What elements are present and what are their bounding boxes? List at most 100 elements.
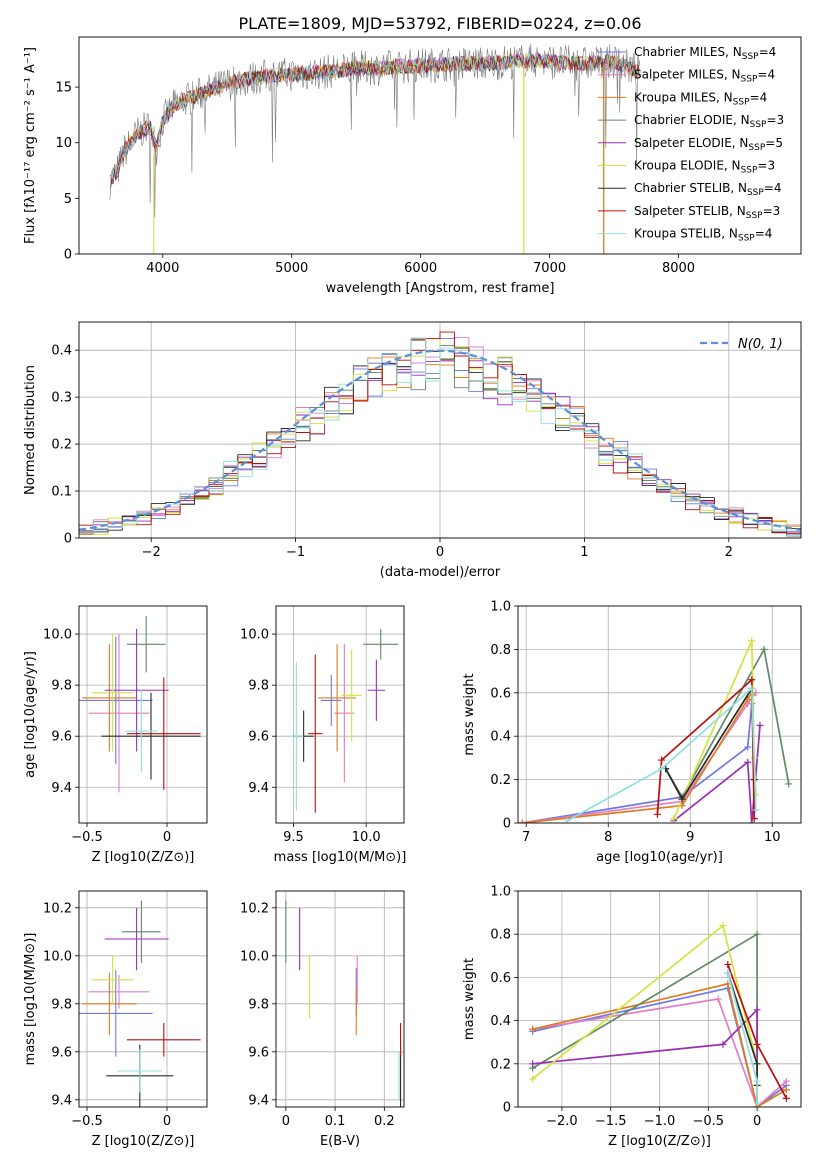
axes-frame	[78, 321, 802, 539]
x-tick-label: −2.0	[546, 1114, 578, 1129]
model-spectrum-line	[110, 51, 640, 185]
age-vs-metallicity-panel: −0.5 0 9.4 9.6 9.8 10.0 Z [log10(Z/Z⊙)] age [lo…	[23, 605, 208, 865]
x-tick-label: 7000	[533, 261, 566, 276]
legend-entry: Kroupa ELODIE, NSSP=3	[634, 159, 775, 176]
legend-entry: Salpeter ELODIE, NSSP=5	[634, 136, 783, 153]
x-tick-label: 5000	[275, 261, 308, 276]
x-tick-label: 8	[604, 830, 612, 845]
weight-series-line	[522, 692, 753, 823]
weight-point-marker	[748, 684, 756, 692]
weight-point-marker	[744, 758, 752, 766]
x-axis-label: mass [log10(M/M⊙)]	[274, 850, 407, 865]
y-tick-label: 9.4	[248, 1093, 269, 1108]
axes-frame	[78, 890, 208, 1108]
y-axis-label: Normed distribution	[23, 365, 38, 495]
plot-area	[79, 606, 207, 823]
legend-entry: Kroupa MILES, NSSP=4	[634, 90, 767, 107]
y-tick-label: 9.6	[51, 730, 72, 745]
weight-point-marker	[678, 795, 686, 803]
weight-series-line	[521, 703, 753, 823]
x-axis-label: (data-model)/error	[380, 565, 501, 580]
y-tick-label: 9.6	[248, 730, 269, 745]
y-tick-label: 0.1	[51, 485, 72, 500]
axes-frame	[78, 36, 802, 255]
y-tick-label: 10.2	[240, 901, 269, 916]
y-tick-label: 0.2	[490, 1057, 511, 1072]
y-tick-label: 9.8	[51, 679, 72, 694]
y-axis-label: age [log10(age/yr)]	[23, 651, 38, 778]
x-tick-label: 0	[282, 1114, 290, 1129]
y-tick-label: 0.4	[51, 344, 72, 359]
legend-entry: N(0, 1)	[738, 337, 783, 352]
weight-point-marker	[653, 810, 661, 818]
residual-histogram	[79, 331, 801, 534]
weight-point-marker	[753, 1099, 761, 1107]
weight-point-marker	[714, 995, 722, 1003]
x-tick-label: −1.0	[644, 1114, 676, 1129]
axes-frame	[275, 605, 405, 824]
residuals-panel: −2 −1 0 1 2 0 0.1 0.2 0.3 0.4 (data-model)/error No…	[23, 321, 802, 580]
x-axis-label: Z [log10(Z/Z⊙)]	[92, 850, 195, 865]
y-tick-label: 0.2	[51, 438, 72, 453]
weight-point-marker	[782, 1086, 790, 1094]
y-tick-label: 9.4	[51, 1093, 72, 1108]
y-tick-label: 1.0	[490, 600, 511, 615]
plot-area	[518, 891, 801, 1107]
weight-point-marker	[529, 1060, 537, 1068]
x-tick-label: 4000	[146, 261, 179, 276]
y-tick-label: 9.4	[248, 781, 269, 796]
weight-point-marker	[782, 1094, 790, 1102]
y-tick-label: 9.8	[248, 997, 269, 1012]
weight-point-marker	[719, 922, 727, 930]
weight-point-marker	[748, 676, 756, 684]
weight-series-line	[566, 686, 757, 822]
y-axis-label: mass weight	[462, 958, 477, 1040]
y-tick-label: 1.0	[490, 885, 511, 900]
y-tick-label: 10.0	[43, 628, 72, 643]
x-tick-label: −0.5	[693, 1114, 725, 1129]
y-tick-label: 9.8	[51, 997, 72, 1012]
weight-point-marker	[724, 969, 732, 977]
x-axis-label: E(B-V)	[320, 1134, 360, 1149]
x-tick-label: 2	[725, 545, 733, 560]
weight-point-marker	[750, 815, 758, 823]
x-tick-label: 0	[163, 830, 171, 845]
plot-area	[79, 891, 207, 1107]
y-tick-label: 9.8	[248, 679, 269, 694]
y-tick-label: 10	[55, 136, 72, 151]
legend-entry: Kroupa STELIB, NSSP=4	[634, 227, 772, 244]
x-tick-label: −2	[142, 545, 161, 560]
legend-entry: Chabrier MILES, NSSP=4	[634, 45, 776, 62]
y-tick-label: 10.2	[43, 901, 72, 916]
normal-curve	[79, 349, 801, 531]
x-tick-label: 6000	[404, 261, 437, 276]
y-tick-label: 0	[503, 817, 511, 832]
y-tick-label: 0.8	[490, 928, 511, 943]
x-tick-label: 8000	[662, 261, 695, 276]
y-tick-label: 9.6	[51, 1045, 72, 1060]
weight-point-marker	[753, 1060, 761, 1068]
weight-point-marker	[719, 1040, 727, 1048]
weight-vs-age-panel: 7 8 9 10 0 0.2 0.4 0.6 0.8 1.0 age [log10(age/yr)]…	[462, 600, 802, 865]
y-tick-label: 0.8	[490, 643, 511, 658]
weight-point-marker	[658, 765, 666, 773]
y-tick-label: 10.0	[240, 628, 269, 643]
weight-series-line	[673, 725, 761, 823]
mass-vs-metallicity-panel: −0.5 0 9.4 9.6 9.8 10.0 10.2 Z [log10(Z/Z⊙)] mas…	[23, 890, 208, 1149]
y-axis-label: mass weight	[462, 673, 477, 755]
x-tick-label: 0	[753, 1114, 761, 1129]
y-tick-label: 15	[55, 81, 72, 96]
x-tick-label: −1.5	[595, 1114, 627, 1129]
weight-series-line	[532, 982, 787, 1107]
y-tick-label: 5	[64, 192, 72, 207]
legend-entry: Chabrier ELODIE, NSSP=3	[634, 113, 784, 130]
plot-area	[276, 606, 404, 823]
weight-point-marker	[753, 1077, 761, 1085]
x-tick-label: 0.1	[325, 1114, 346, 1129]
y-tick-label: 9.6	[248, 1045, 269, 1060]
x-tick-label: 0	[163, 1114, 171, 1129]
y-tick-label: 0	[64, 248, 72, 263]
legend-entry: Salpeter MILES, NSSP=4	[634, 68, 775, 85]
model-spectrum-line	[110, 53, 643, 181]
axes-frame	[517, 605, 802, 824]
